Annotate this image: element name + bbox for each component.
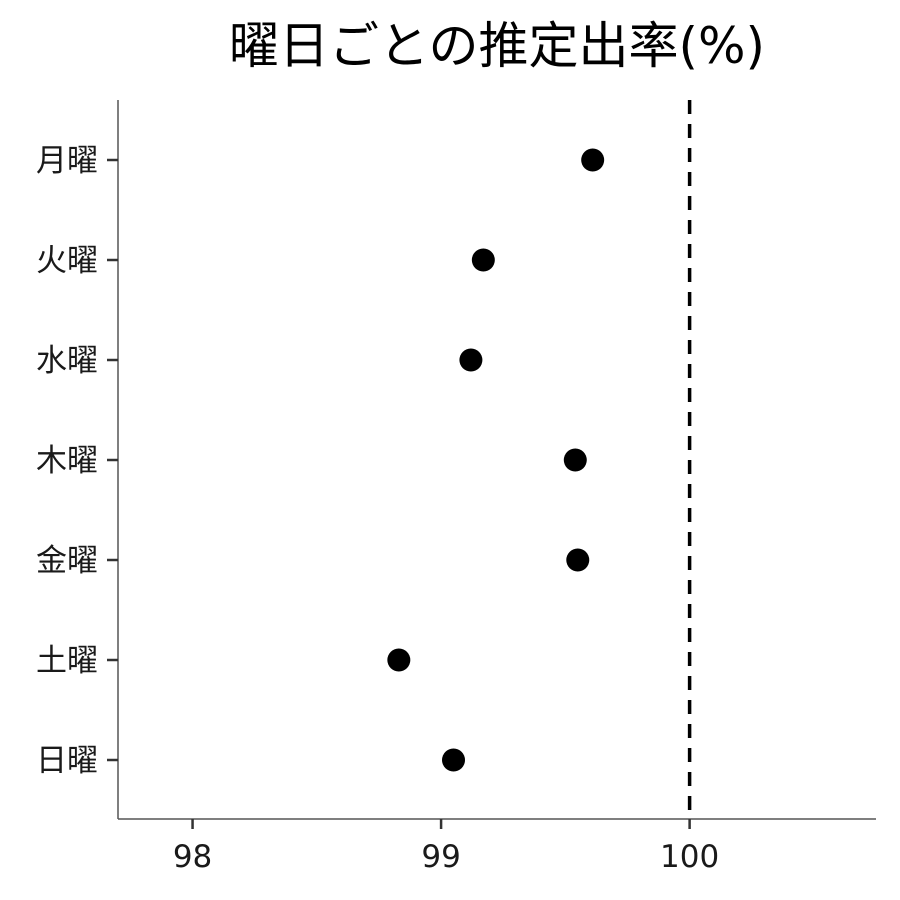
chart-title: 曜日ごとの推定出率(%) bbox=[229, 17, 765, 75]
data-point bbox=[563, 448, 587, 472]
y-tick-label: 金曜 bbox=[36, 543, 98, 579]
data-point bbox=[566, 548, 590, 572]
y-tick-label: 土曜 bbox=[36, 643, 98, 679]
y-tick-label: 火曜 bbox=[36, 243, 98, 279]
x-axis-ticks: 98 99 100 bbox=[173, 819, 719, 875]
data-point bbox=[387, 648, 411, 672]
x-tick-label: 99 bbox=[421, 839, 460, 875]
y-tick-label: 日曜 bbox=[36, 743, 98, 779]
data-point bbox=[471, 248, 495, 272]
x-tick-label: 100 bbox=[660, 839, 719, 875]
data-point bbox=[581, 148, 605, 172]
y-tick-label: 木曜 bbox=[36, 443, 98, 479]
y-tick-label: 月曜 bbox=[36, 143, 98, 179]
data-point bbox=[459, 348, 483, 372]
x-tick-label: 98 bbox=[173, 839, 212, 875]
data-points bbox=[387, 148, 605, 772]
data-point bbox=[442, 748, 466, 772]
y-tick-label: 水曜 bbox=[36, 343, 98, 379]
